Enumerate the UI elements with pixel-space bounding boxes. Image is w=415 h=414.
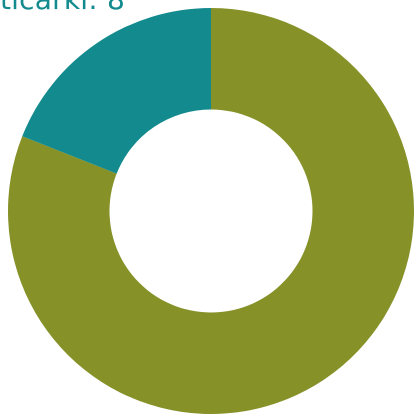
donut-slice-2 — [22, 8, 212, 174]
donut-slice-1 — [7, 8, 415, 414]
chart-title: ticarki: 8 — [0, 0, 125, 14]
